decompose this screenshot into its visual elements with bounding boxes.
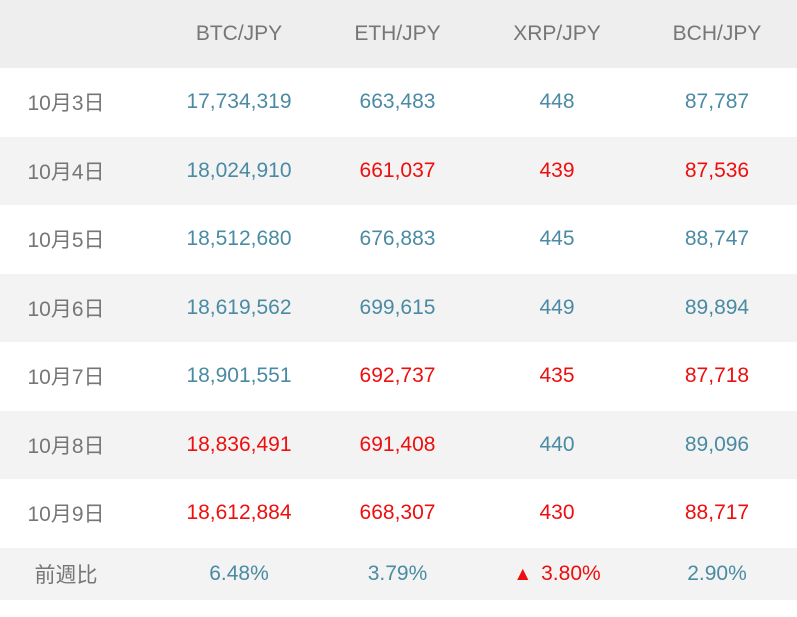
price-cell-xrp: 440 [539,432,575,456]
price-cell-btc: 18,512,680 [186,227,292,251]
change-cell-bch: 2.90% [687,561,747,585]
price-cell-eth: 661,037 [359,158,436,182]
price-cell-xrp: 448 [539,90,575,114]
price-cell-btc: 18,024,910 [186,158,292,182]
date-label: 10月7日 [27,366,105,390]
price-cell-bch: 88,717 [684,501,750,525]
price-cell-btc: 18,836,491 [186,432,292,456]
price-cell-bch: 87,536 [684,158,750,182]
date-label: 10月9日 [27,503,105,527]
table-row: 10月3日 17,734,319 663,483 448 87,787 [0,68,797,137]
table-row: 10月9日 18,612,884 668,307 430 88,717 [0,479,797,548]
column-header-xrp: XRP/JPY [477,0,637,68]
column-header-bch: BCH/JPY [637,0,797,68]
date-label: 10月5日 [27,229,105,253]
price-cell-eth: 699,615 [359,295,436,319]
table-row: 10月7日 18,901,551 692,737 435 87,718 [0,342,797,411]
price-cell-xrp: 449 [539,295,575,319]
price-cell-eth: 676,883 [359,227,436,251]
price-cell-xrp: 445 [539,227,575,251]
date-label: 10月4日 [27,160,105,184]
price-cell-btc: 18,619,562 [186,295,292,319]
price-cell-xrp: 439 [539,158,575,182]
price-cell-eth: 691,408 [359,432,436,456]
price-cell-bch: 87,718 [684,364,750,388]
price-cell-bch: 88,747 [684,227,750,251]
price-cell-xrp: 435 [539,364,575,388]
table-row: 10月5日 18,512,680 676,883 445 88,747 [0,205,797,274]
price-cell-bch: 89,894 [684,295,750,319]
crypto-price-table: BTC/JPY ETH/JPY XRP/JPY BCH/JPY 10月3日 17… [0,0,797,600]
table-row: 10月6日 18,619,562 699,615 449 89,894 [0,273,797,342]
price-cell-bch: 89,096 [684,432,750,456]
date-label: 10月6日 [27,297,105,321]
date-label: 10月3日 [27,92,105,116]
change-value: 3.80% [541,561,601,585]
column-header-btc: BTC/JPY [160,0,318,68]
price-cell-eth: 668,307 [359,501,436,525]
price-cell-btc: 18,612,884 [186,501,292,525]
price-cell-bch: 87,787 [684,90,750,114]
price-cell-xrp: 430 [539,501,575,525]
date-label: 10月8日 [27,434,105,458]
price-cell-btc: 17,734,319 [186,90,292,114]
price-cell-eth: 692,737 [359,364,436,388]
change-cell-btc: 6.48% [209,561,269,585]
change-cell-eth: 3.79% [367,561,428,585]
corner-cell [0,0,160,68]
price-cell-eth: 663,483 [359,90,436,114]
change-cell-xrp: ▲ 3.80% [477,548,637,600]
summary-row: 前週比 6.48% 3.79% ▲ 3.80% 2.90% [0,547,797,600]
table-row: 10月4日 18,024,910 661,037 439 87,536 [0,136,797,205]
price-cell-btc: 18,901,551 [186,364,292,388]
decline-triangle-icon: ▲ [513,563,533,585]
column-header-eth: ETH/JPY [318,0,477,68]
summary-label: 前週比 [34,563,98,587]
table-row: 10月8日 18,836,491 691,408 440 89,096 [0,410,797,479]
header-row: BTC/JPY ETH/JPY XRP/JPY BCH/JPY [0,0,797,68]
